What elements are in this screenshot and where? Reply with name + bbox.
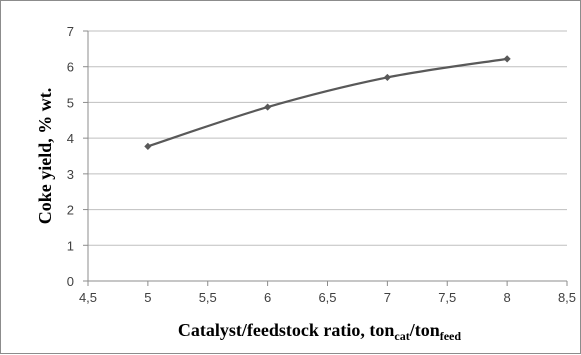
x-axis-title: Catalyst/feedstock ratio, toncat/tonfeed — [178, 320, 461, 343]
x-tick-label: 6,5 — [318, 290, 336, 305]
x-tick-label: 5 — [144, 290, 151, 305]
data-point-marker — [383, 73, 391, 82]
series — [144, 55, 511, 150]
data-point-marker — [264, 103, 272, 111]
x-tick-label: 7,5 — [438, 290, 456, 305]
y-axis-ticks: 0 1 2 3 4 5 6 7 — [67, 24, 88, 289]
y-tick-label: 7 — [67, 24, 74, 39]
x-tick-label: 5,5 — [199, 290, 217, 305]
gridlines — [88, 30, 567, 246]
y-tick-label: 1 — [67, 238, 74, 253]
x-tick-label: 8,5 — [558, 290, 576, 305]
y-axis-title: Coke yield, % wt. — [35, 88, 55, 225]
y-tick-label: 0 — [67, 274, 74, 289]
x-tick-label: 7 — [384, 290, 391, 305]
data-point-marker — [144, 142, 152, 150]
y-tick-label: 6 — [67, 60, 74, 75]
x-axis-title-subscript: feed — [440, 329, 462, 343]
y-tick-label: 5 — [67, 95, 74, 110]
y-tick-label: 4 — [67, 131, 74, 146]
axes — [87, 31, 567, 282]
x-axis-ticks: 4,5 5 5,5 6 6,5 7 7,5 8 8,5 — [79, 281, 576, 305]
x-tick-label: 4,5 — [79, 290, 97, 305]
x-tick-label: 8 — [504, 290, 511, 305]
x-axis-title-subscript: cat — [394, 329, 409, 343]
y-tick-label: 3 — [67, 167, 74, 182]
x-axis-title-part: /ton — [409, 320, 440, 340]
x-tick-label: 6 — [264, 290, 271, 305]
data-point-marker — [503, 55, 511, 63]
x-axis-title-part: Catalyst/feedstock ratio, ton — [178, 320, 394, 340]
y-tick-label: 2 — [67, 203, 74, 218]
series-line — [147, 57, 508, 148]
